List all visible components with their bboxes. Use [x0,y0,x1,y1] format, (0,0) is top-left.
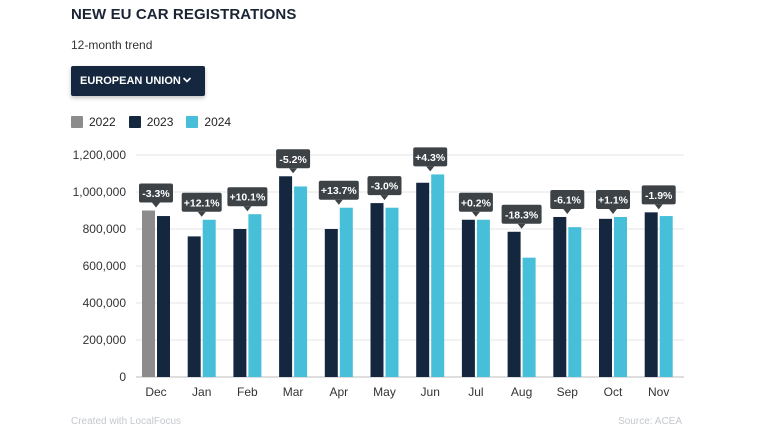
annotation-box [501,204,542,224]
bar-2023 [599,218,612,377]
x-tick-label: Jul [468,385,483,399]
y-tick-label: 800,000 [83,222,127,236]
bar-2024 [385,207,399,377]
annotation-box [413,147,448,167]
x-tick-label: Nov [648,385,669,399]
x-tick-label: May [373,385,396,399]
annotation-box [641,185,676,205]
bar-2023 [324,229,338,377]
legend-label-2022: 2022 [89,115,116,129]
bar-2024 [568,227,582,377]
annotation-label: +10.1% [229,192,266,204]
bar-2024 [248,214,262,377]
annotation-pointer [243,206,252,212]
annotation-pointer [563,208,572,214]
x-tick-label: Feb [237,385,258,399]
chart-legend: 2022 2023 2024 [71,115,244,129]
bar-2023 [416,182,430,377]
chart-title: NEW EU CAR REGISTRATIONS [71,6,297,23]
y-tick-label: 600,000 [83,259,127,273]
legend-item-2022[interactable]: 2022 [71,115,116,129]
annotation-label: +13.7% [321,185,358,197]
x-tick-label: Jan [192,385,211,399]
annotation-pointer [334,199,343,205]
annotation-pointer [609,208,617,214]
bar-2024 [614,216,627,377]
x-tick-label: Mar [283,385,304,399]
bar-2023 [507,231,521,377]
y-tick-label: 1,200,000 [73,148,127,162]
x-tick-label: Aug [511,385,532,399]
chart-credit: Created with LocalFocus [71,416,182,427]
bar-2024 [339,207,353,377]
annotation-box [139,183,173,203]
annotation-box [227,187,268,207]
bar-2023 [644,212,658,377]
annotation-label: +0.2% [461,197,492,209]
legend-item-2024[interactable]: 2024 [186,115,231,129]
annotation-box [550,189,585,209]
annotation-pointer [471,211,480,217]
annotation-pointer [426,166,435,172]
bar-2022 [142,210,155,377]
y-tick-label: 200,000 [83,333,127,347]
bar-2024 [522,257,536,377]
bar-2024 [202,219,216,377]
annotation-pointer [152,202,160,208]
bar-2023 [279,176,293,377]
chart-source: Source: ACEA [618,416,682,427]
legend-swatch-2024 [186,116,199,128]
bar-2024 [476,219,490,377]
annotation-box [181,192,222,212]
annotation-label: +4.3% [415,152,446,164]
annotation-box [318,180,359,200]
annotation-box [367,176,402,196]
y-tick-label: 1,000,000 [73,185,127,199]
bar-2024 [431,174,445,377]
annotation-label: -18.3% [505,209,539,221]
annotation-pointer [197,211,206,217]
annotation-box [596,189,630,209]
legend-swatch-2023 [128,116,141,128]
bar-2023 [157,216,170,377]
bar-2023 [187,236,201,377]
x-tick-label: Oct [604,385,623,399]
legend-swatch-2022 [71,116,83,128]
bar-2024 [294,186,308,377]
annotation-label: -6.1% [554,194,582,206]
y-tick-label: 0 [119,370,126,384]
annotation-label: +12.1% [184,197,221,209]
bar-2023 [233,229,247,377]
annotation-label: -1.9% [645,190,673,202]
annotation-label: +1.1% [598,194,629,206]
annotation-label: -3.0% [371,181,399,193]
annotation-pointer [654,204,663,210]
legend-label-2023: 2023 [146,115,174,129]
region-select-value: EUROPEAN UNION [80,75,181,87]
x-tick-label: Apr [329,385,348,399]
y-tick-label: 400,000 [83,296,127,310]
x-tick-label: Sep [557,385,579,399]
region-select[interactable]: EUROPEAN UNION [71,66,205,96]
chart-subtitle: 12-month trend [71,38,153,52]
x-tick-label: Jun [421,385,440,399]
annotation-pointer [289,168,298,174]
legend-item-2023[interactable]: 2023 [128,115,174,129]
annotation-pointer [380,195,389,201]
chevron-down-icon [182,77,192,83]
bar-2023 [370,203,384,377]
x-tick-label: Dec [145,385,166,399]
annotation-label: -3.3% [142,188,170,200]
bar-2023 [553,216,567,377]
bar-2024 [659,216,673,377]
legend-label-2024: 2024 [204,115,232,129]
annotation-label: -5.2% [279,154,307,166]
annotation-pointer [517,223,526,229]
annotation-box [276,149,311,169]
bar-2023 [461,219,475,377]
annotation-box [458,192,493,212]
